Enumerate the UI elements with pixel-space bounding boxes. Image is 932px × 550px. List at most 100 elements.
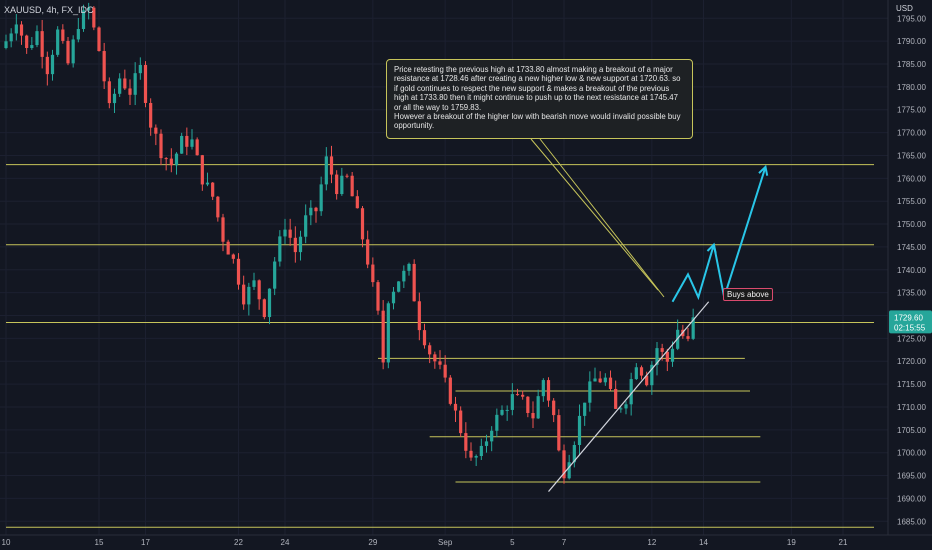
x-tick-label: 22: [234, 538, 243, 547]
candle-body: [474, 456, 478, 458]
candle-body: [366, 239, 370, 265]
candle-body: [267, 288, 272, 318]
x-tick-label: 7: [562, 538, 567, 547]
y-tick-label: 1740.00: [897, 266, 926, 275]
y-tick-label: 1695.00: [897, 472, 926, 481]
currency-label: USD: [896, 4, 913, 13]
y-tick-label: 1775.00: [897, 106, 926, 115]
candle-body: [417, 301, 421, 331]
horizontal-levels: [6, 164, 874, 528]
price-tag-value: 1729.60: [894, 313, 923, 322]
candle-body: [691, 317, 695, 339]
x-tick-label: 15: [95, 538, 104, 547]
candle-body: [205, 182, 210, 185]
candle-body: [500, 409, 504, 415]
candle-body: [376, 282, 380, 311]
candle-body: [87, 7, 91, 11]
candle-body: [360, 208, 365, 240]
y-tick-label: 1770.00: [897, 129, 926, 138]
candle-body: [159, 133, 163, 159]
candle-body: [593, 378, 597, 382]
candle-body: [102, 51, 106, 82]
candle-body: [61, 29, 65, 41]
candle-body: [381, 310, 385, 363]
candle-body: [484, 441, 489, 446]
candle-body: [14, 24, 18, 34]
candle-body: [552, 400, 556, 416]
candle-body: [459, 410, 463, 434]
candle-body: [164, 158, 168, 160]
candle-body: [262, 299, 266, 318]
y-tick-label: 1755.00: [897, 197, 926, 206]
y-tick-label: 1760.00: [897, 174, 926, 183]
candle-body: [112, 93, 117, 104]
candle-body: [335, 174, 339, 195]
candle-body: [438, 361, 442, 365]
candle-body: [619, 408, 623, 410]
candle-body: [479, 445, 483, 457]
y-tick-label: 1705.00: [897, 426, 926, 435]
candle-body: [66, 40, 70, 64]
candle-body: [309, 207, 313, 216]
candle-body: [81, 10, 86, 30]
candle-body: [298, 236, 303, 253]
y-tick-label: 1790.00: [897, 37, 926, 46]
candle-body: [386, 303, 390, 363]
candle-body: [345, 175, 349, 177]
buys-above-label[interactable]: Buys above: [723, 288, 773, 301]
candlesticks: [4, 2, 695, 484]
x-tick-label: Sep: [438, 538, 453, 547]
candle-body: [567, 462, 571, 479]
candle-body: [154, 127, 158, 134]
x-tick-label: 17: [141, 538, 150, 547]
y-tick-label: 1690.00: [897, 494, 926, 503]
candle-body: [185, 135, 189, 147]
candle-body: [133, 73, 137, 95]
candle-body: [180, 135, 184, 154]
candle-body: [422, 330, 427, 346]
candle-body: [4, 41, 8, 49]
x-tick-label: 5: [510, 538, 515, 547]
candle-body: [195, 139, 199, 156]
candle-body: [577, 415, 582, 445]
candle-body: [433, 354, 437, 362]
candle-body: [490, 430, 494, 442]
candle-body: [226, 241, 230, 255]
drawings: [530, 138, 769, 492]
candle-body: [397, 281, 401, 292]
candle-body: [526, 396, 530, 414]
candle-body: [304, 215, 308, 237]
x-tick-label: 19: [787, 538, 796, 547]
candle-body: [521, 394, 525, 397]
candle-body: [149, 102, 153, 128]
candle-body: [407, 263, 411, 271]
y-tick-label: 1735.00: [897, 289, 926, 298]
candle-body: [598, 378, 602, 383]
candle-body: [329, 156, 334, 175]
candle-body: [76, 29, 80, 40]
candle-body: [123, 78, 127, 89]
candle-body: [614, 388, 618, 409]
candle-body: [645, 375, 649, 386]
y-tick-label: 1710.00: [897, 403, 926, 412]
candle-body: [216, 196, 220, 218]
candle-body: [402, 270, 406, 282]
candle-body: [288, 229, 292, 238]
candle-body: [56, 29, 60, 55]
candle-body: [283, 229, 287, 237]
candle-body: [247, 286, 251, 305]
y-tick-label: 1745.00: [897, 243, 926, 252]
candle-body: [495, 414, 499, 431]
candle-body: [128, 88, 132, 95]
projection-path: [671, 166, 767, 303]
candle-body: [138, 64, 142, 74]
price-tag-countdown: 02:15:55: [894, 323, 926, 332]
candle-body: [557, 415, 561, 451]
candle-body: [655, 348, 659, 365]
symbol-title[interactable]: XAUUSD, 4h, FX_IDC: [4, 5, 94, 15]
candle-body: [660, 348, 664, 352]
candle-body: [221, 217, 225, 242]
analysis-note[interactable]: Price retesting the previous high at 173…: [386, 59, 693, 139]
